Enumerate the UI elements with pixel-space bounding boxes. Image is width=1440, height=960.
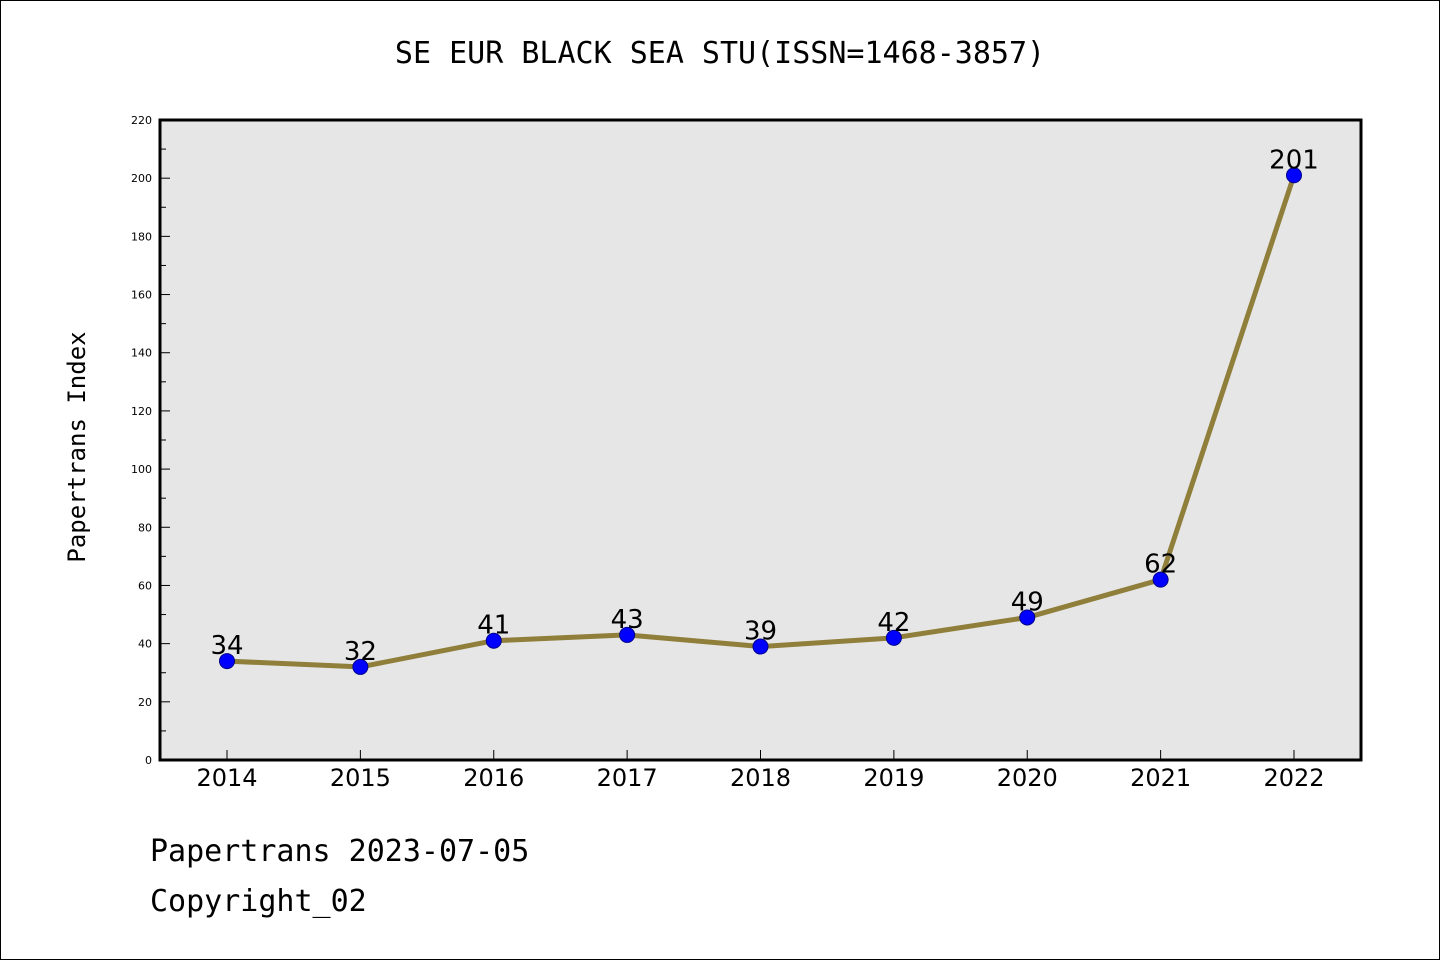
data-label: 39 (744, 617, 777, 647)
data-labels: 34 32 41 43 39 42 49 62 201 (210, 145, 1318, 667)
y-tick-label: 160 (131, 289, 152, 302)
y-tick-label: 60 (138, 579, 152, 592)
data-point (752, 638, 769, 655)
y-tick-label: 80 (138, 521, 152, 534)
x-tick-label: 2020 (997, 764, 1058, 792)
data-point (619, 626, 636, 643)
x-axis-ticks: 2014 2015 2016 2017 2018 2019 2020 2021 2022 (196, 750, 1325, 792)
series-group (219, 167, 1302, 675)
data-point (219, 653, 235, 670)
y-tick-label: 100 (131, 463, 152, 476)
data-point (352, 658, 369, 675)
chart-title: SE EUR BLACK SEA STU(ISSN=1468-3857) (394, 36, 1046, 71)
y-tick-label: 0 (145, 754, 152, 767)
data-label: 49 (1011, 587, 1044, 617)
y-tick-label: 140 (131, 347, 152, 360)
data-point (1152, 571, 1169, 588)
data-label: 34 (210, 631, 243, 661)
y-tick-label: 200 (131, 172, 152, 185)
footer-date: Papertrans 2023-07-05 (150, 834, 530, 869)
y-tick-label: 40 (138, 638, 152, 651)
data-label: 32 (344, 637, 377, 667)
y-tick-label: 120 (131, 405, 152, 418)
x-tick-label: 2022 (1263, 764, 1324, 792)
y-axis-ticks: 0 20 40 60 80 100 120 140 160 180 200 220 (131, 114, 170, 767)
x-tick-label: 2015 (330, 764, 391, 792)
data-point (1019, 609, 1036, 626)
data-label: 41 (477, 611, 510, 641)
x-tick-label: 2017 (597, 764, 658, 792)
x-tick-label: 2019 (863, 764, 924, 792)
y-tick-label: 20 (138, 696, 152, 709)
x-tick-label: 2018 (730, 764, 791, 792)
data-point (885, 629, 902, 646)
data-label: 62 (1144, 550, 1177, 580)
x-tick-label: 2014 (196, 764, 257, 792)
data-label: 42 (877, 608, 910, 638)
data-point (485, 632, 502, 649)
y-axis-label: Papertrans Index (63, 331, 91, 562)
y-tick-label: 220 (131, 114, 152, 127)
footer-copyright: Copyright_02 (150, 884, 367, 919)
data-label: 43 (611, 605, 644, 635)
data-point (1286, 167, 1302, 184)
x-tick-label: 2021 (1130, 764, 1191, 792)
y-tick-label: 180 (131, 230, 152, 243)
data-label: 201 (1269, 145, 1319, 175)
x-tick-label: 2016 (463, 764, 524, 792)
